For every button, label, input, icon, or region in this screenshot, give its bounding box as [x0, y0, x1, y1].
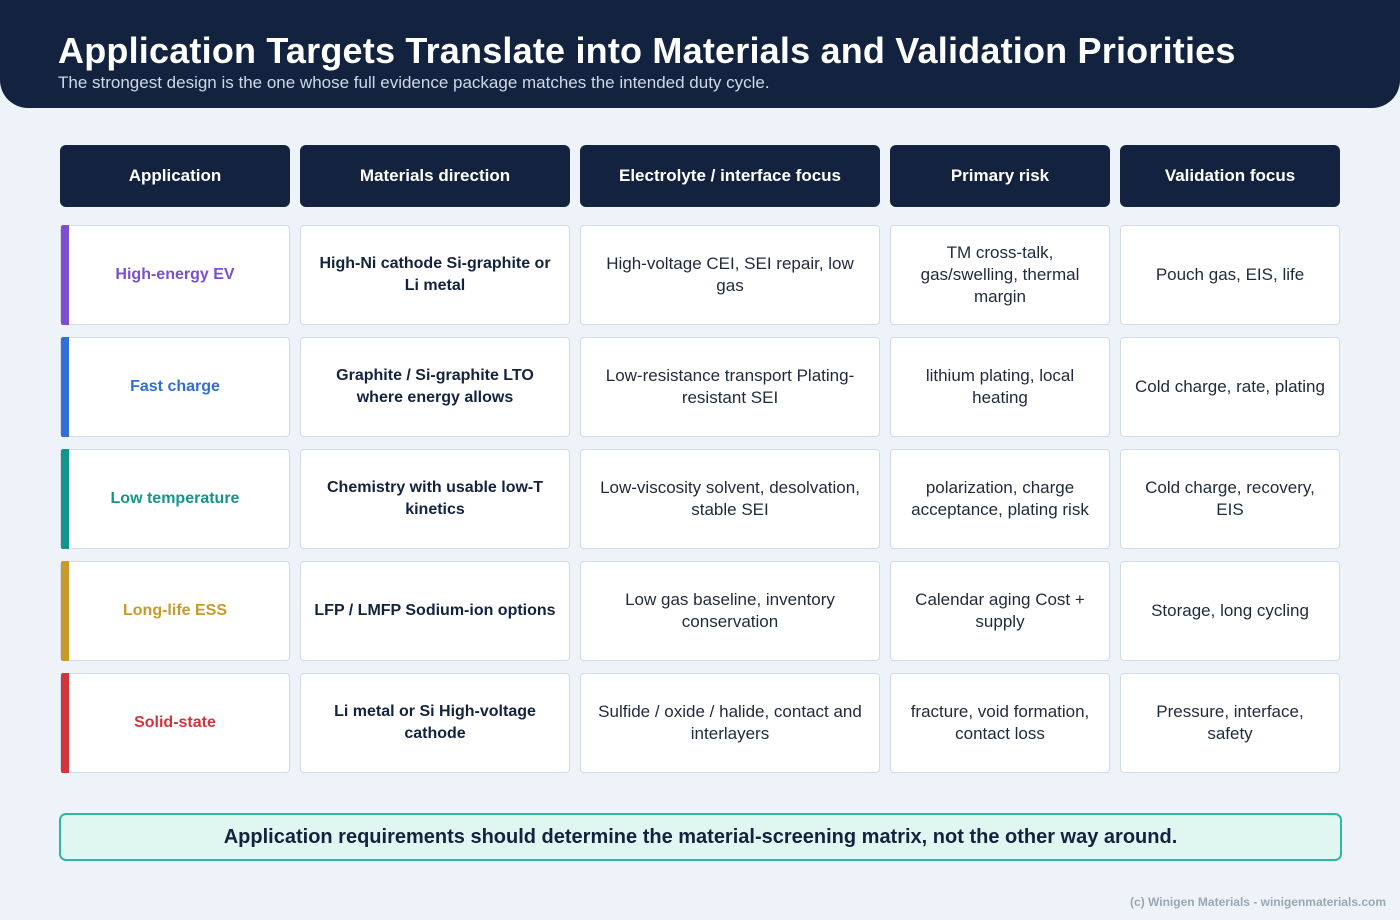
row-accent-bar — [61, 673, 69, 773]
materials-cell: LFP / LMFP Sodium-ion options — [300, 561, 570, 661]
application-label: High-energy EV — [115, 266, 235, 283]
row-accent-bar — [61, 449, 69, 549]
materials-cell: Chemistry with usable low-T kinetics — [300, 449, 570, 549]
column-header-electrolyte: Electrolyte / interface focus — [580, 145, 880, 207]
column-header-application: Application — [60, 145, 290, 207]
application-cell: Long-life ESS — [60, 561, 290, 661]
application-label: Solid-state — [134, 714, 216, 731]
risk-cell: Calendar aging Cost + supply — [890, 561, 1110, 661]
application-cell: Low temperature — [60, 449, 290, 549]
page-title: Application Targets Translate into Mater… — [58, 30, 1236, 71]
electrolyte-cell: Low gas baseline, inventory conservation — [580, 561, 880, 661]
materials-cell: High-Ni cathode Si-graphite or Li metal — [300, 225, 570, 325]
electrolyte-cell: Low-viscosity solvent, desolvation, stab… — [580, 449, 880, 549]
risk-cell: lithium plating, local heating — [890, 337, 1110, 437]
materials-cell: Graphite / Si-graphite LTO where energy … — [300, 337, 570, 437]
electrolyte-cell: Low-resistance transport Plating-resista… — [580, 337, 880, 437]
row-accent-bar — [61, 225, 69, 325]
electrolyte-cell: Sulfide / oxide / halide, contact and in… — [580, 673, 880, 773]
column-header-materials: Materials direction — [300, 145, 570, 207]
validation-cell: Cold charge, recovery, EIS — [1120, 449, 1340, 549]
row-accent-bar — [61, 561, 69, 661]
column-header-risk: Primary risk — [890, 145, 1110, 207]
application-cell: High-energy EV — [60, 225, 290, 325]
validation-cell: Cold charge, rate, plating — [1120, 337, 1340, 437]
page-header: Application Targets Translate into Mater… — [0, 0, 1400, 108]
copyright-credit: (c) Winigen Materials - winigenmaterials… — [1130, 895, 1386, 909]
risk-cell: fracture, void formation, contact loss — [890, 673, 1110, 773]
application-label: Long-life ESS — [123, 602, 227, 619]
materials-cell: Li metal or Si High-voltage cathode — [300, 673, 570, 773]
application-cell: Solid-state — [60, 673, 290, 773]
column-header-validation: Validation focus — [1120, 145, 1340, 207]
application-cell: Fast charge — [60, 337, 290, 437]
risk-cell: TM cross-talk, gas/swelling, thermal mar… — [890, 225, 1110, 325]
application-label: Fast charge — [130, 378, 220, 395]
electrolyte-cell: High-voltage CEI, SEI repair, low gas — [580, 225, 880, 325]
page-subtitle: The strongest design is the one whose fu… — [58, 73, 770, 92]
validation-cell: Pouch gas, EIS, life — [1120, 225, 1340, 325]
validation-cell: Pressure, interface, safety — [1120, 673, 1340, 773]
application-label: Low temperature — [110, 490, 240, 507]
risk-cell: polarization, charge acceptance, plating… — [890, 449, 1110, 549]
key-takeaway-banner: Application requirements should determin… — [59, 813, 1342, 861]
row-accent-bar — [61, 337, 69, 437]
validation-cell: Storage, long cycling — [1120, 561, 1340, 661]
